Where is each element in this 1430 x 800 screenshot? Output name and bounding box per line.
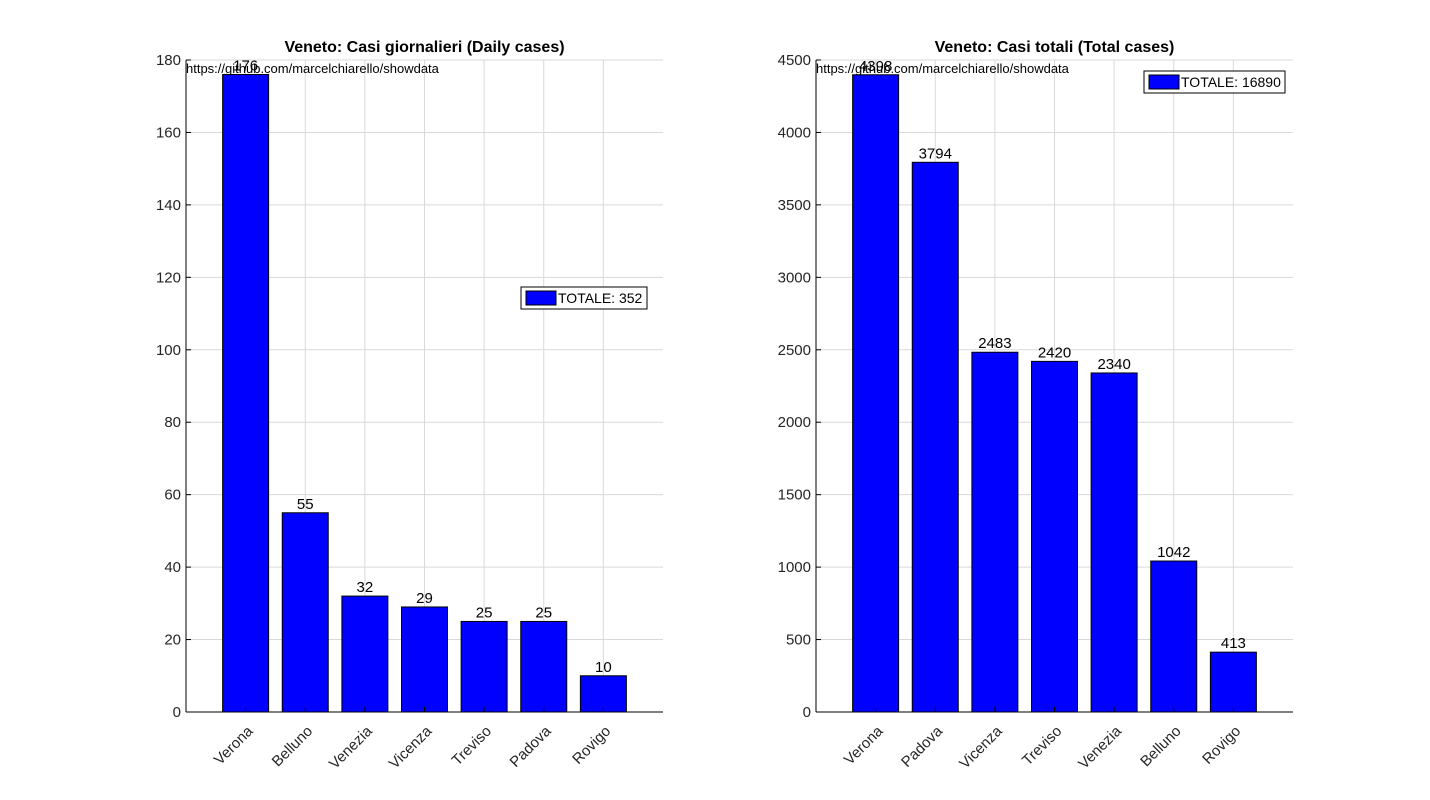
bar-padova	[520, 620, 568, 713]
y-tick-label: 20	[164, 632, 181, 649]
y-tick-label: 60	[164, 487, 181, 504]
bar-verona	[852, 74, 900, 713]
data-label: 1042	[1157, 544, 1190, 561]
data-label: 3794	[919, 145, 952, 162]
bar-venezia	[341, 595, 389, 713]
bar-rovigo	[579, 675, 627, 713]
bar-venezia	[1090, 372, 1138, 713]
x-tick-label: Belluno	[1137, 723, 1184, 770]
y-tick-label: 80	[164, 414, 181, 431]
y-tick-label: 500	[786, 632, 811, 649]
bar-verona	[222, 73, 270, 713]
y-tick-label: 160	[156, 124, 181, 141]
data-label: 55	[297, 496, 314, 513]
y-tick-label: 2000	[778, 414, 811, 431]
bar-vicenza	[401, 606, 448, 713]
y-tick-label: 4000	[778, 124, 811, 141]
y-tick-label: 0	[173, 704, 181, 721]
bar-padova	[911, 161, 959, 713]
data-label: 25	[535, 604, 552, 621]
bar-belluno	[1150, 560, 1198, 713]
legend-label: TOTALE: 16890	[1181, 74, 1281, 90]
legend: TOTALE: 352	[520, 286, 648, 310]
data-label: 4398	[859, 58, 892, 75]
x-tick-label: Vicenza	[386, 722, 436, 772]
x-tick-label: Rovigo	[1199, 723, 1244, 768]
y-tick-label: 1500	[778, 487, 811, 504]
chart-title: Veneto: Casi giornalieri (Daily cases)	[284, 39, 564, 56]
data-label: 29	[416, 590, 433, 607]
data-label: 413	[1221, 635, 1246, 652]
data-label: 32	[357, 579, 374, 596]
y-tick-label: 0	[803, 704, 811, 721]
y-tick-label: 100	[156, 342, 181, 359]
y-tick-label: 40	[164, 559, 181, 576]
data-label: 10	[595, 659, 612, 676]
y-tick-label: 2500	[778, 342, 811, 359]
y-tick-label: 3000	[778, 269, 811, 286]
x-tick-label: Padova	[898, 722, 946, 770]
data-label: 176	[233, 57, 258, 74]
y-tick-label: 1000	[778, 559, 811, 576]
data-label: 25	[476, 604, 493, 621]
bar-treviso	[1031, 360, 1078, 713]
y-tick-label: 180	[156, 52, 181, 69]
x-tick-label: Rovigo	[569, 723, 614, 768]
legend-label: TOTALE: 352	[558, 290, 643, 306]
chart-title: Veneto: Casi totali (Total cases)	[935, 39, 1175, 56]
legend: TOTALE: 16890	[1143, 70, 1286, 94]
source-note: https://github.com/marcelchiarello/showd…	[186, 61, 440, 76]
bar-treviso	[460, 620, 508, 713]
bar-belluno	[281, 512, 329, 713]
source-note: https://github.com/marcelchiarello/showd…	[816, 61, 1070, 76]
data-label: 2483	[978, 335, 1011, 352]
y-tick-label: 140	[156, 197, 181, 214]
x-tick-label: Verona	[841, 722, 887, 768]
y-tick-label: 120	[156, 269, 181, 286]
bar-rovigo	[1209, 651, 1257, 713]
x-tick-label: Venezia	[326, 722, 376, 772]
legend-swatch	[525, 290, 557, 306]
x-tick-label: Belluno	[269, 723, 316, 770]
legend-swatch	[1148, 74, 1180, 90]
data-label: 2420	[1038, 344, 1071, 361]
y-tick-label: 3500	[778, 197, 811, 214]
bar-vicenza	[971, 351, 1019, 713]
x-tick-label: Treviso	[1019, 723, 1065, 769]
total-cases-chart: 0 500 1000 1500 2000 2500 3000 3500 4000 4500 Vero…	[778, 39, 1293, 773]
y-tick-label: 4500	[778, 52, 811, 69]
x-tick-label: Venezia	[1075, 722, 1125, 772]
x-tick-label: Verona	[211, 722, 257, 768]
x-tick-label: Padova	[507, 722, 555, 770]
x-tick-label: Treviso	[449, 723, 495, 769]
data-label: 2340	[1097, 356, 1130, 373]
x-tick-label: Vicenza	[956, 722, 1006, 772]
